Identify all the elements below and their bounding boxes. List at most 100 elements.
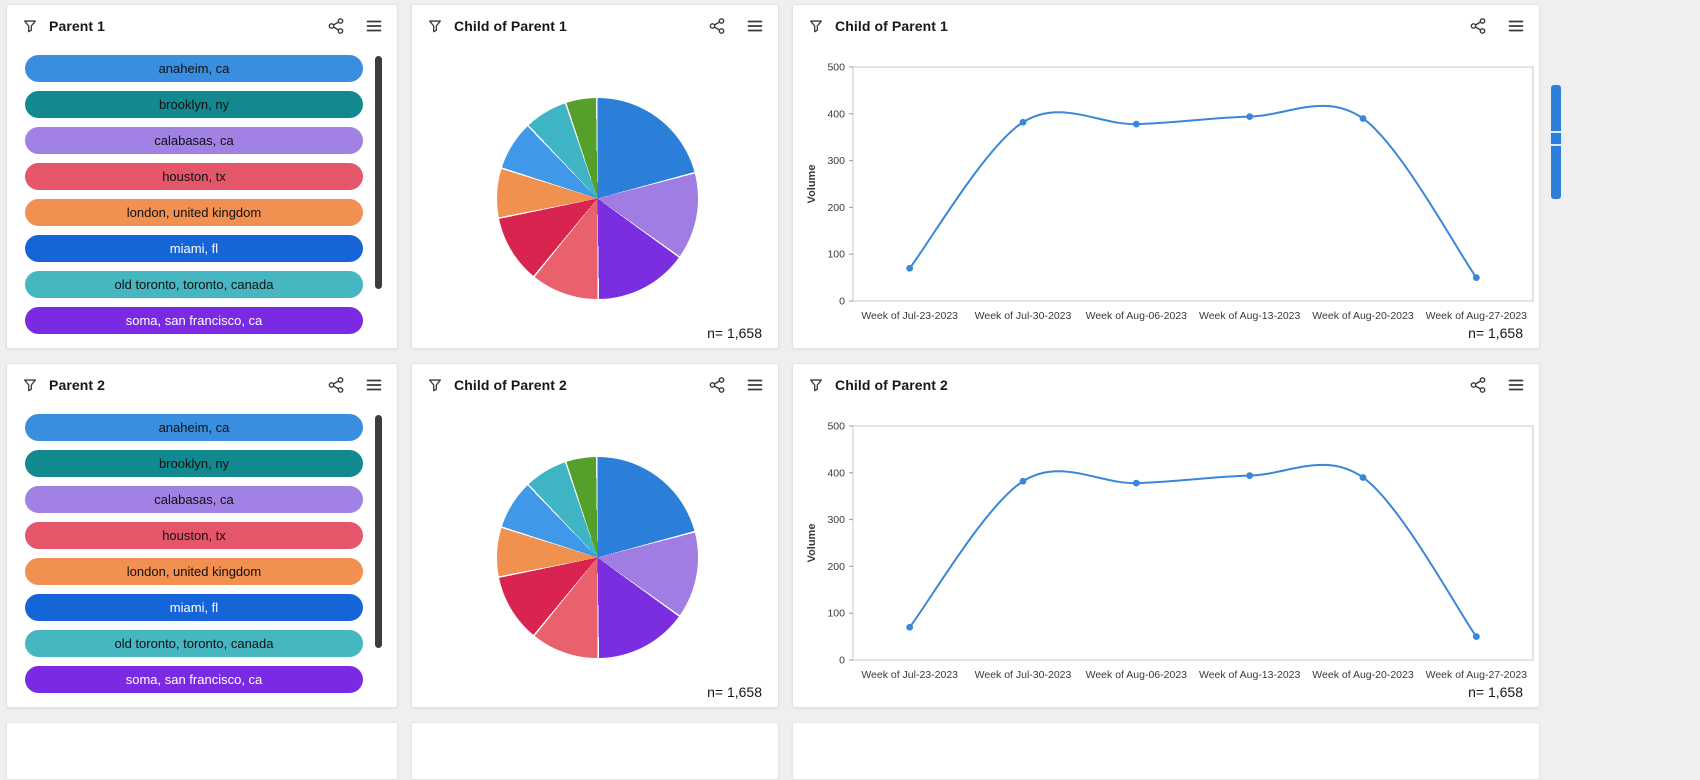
share-icon[interactable] <box>708 17 726 35</box>
svg-text:Week of Jul-23-2023: Week of Jul-23-2023 <box>861 669 958 681</box>
data-point[interactable] <box>906 623 914 631</box>
svg-text:Week of Aug-06-2023: Week of Aug-06-2023 <box>1086 669 1188 681</box>
svg-text:Week of Jul-23-2023: Week of Jul-23-2023 <box>861 310 958 322</box>
sample-size-label: n= 1,658 <box>707 684 762 700</box>
svg-text:400: 400 <box>827 467 845 479</box>
filter-pill-soma-san-francisco-ca[interactable]: soma, san francisco, ca <box>25 666 363 693</box>
svg-text:500: 500 <box>827 421 845 433</box>
data-point[interactable] <box>1359 115 1367 122</box>
filter-icon <box>426 376 444 394</box>
list-scrollbar[interactable] <box>375 415 382 648</box>
filter-pill-miami-fl[interactable]: miami, fl <box>25 594 363 621</box>
filter-pill-miami-fl[interactable]: miami, fl <box>25 235 363 262</box>
filter-pill-brooklyn-ny[interactable]: brooklyn, ny <box>25 91 363 118</box>
svg-text:200: 200 <box>827 202 845 214</box>
data-point[interactable] <box>1019 477 1027 485</box>
filter-icon <box>21 376 39 394</box>
line-chart[interactable]: 0 100 200 300 400 500 Week of Jul-23-2023 Week … <box>797 410 1539 707</box>
svg-text:300: 300 <box>827 155 845 167</box>
line-series <box>908 104 1478 279</box>
filter-pill-soma-san-francisco-ca[interactable]: soma, san francisco, ca <box>25 307 363 334</box>
share-icon[interactable] <box>1469 376 1487 394</box>
svg-text:Week of Aug-27-2023: Week of Aug-27-2023 <box>1426 669 1528 681</box>
panel-parent-1: Parent 1 anaheim, ca brooklyn, ny calabasa… <box>6 4 398 349</box>
share-icon[interactable] <box>1469 17 1487 35</box>
panel-header: Child of Parent 2 <box>793 364 1539 406</box>
filter-pill-old-toronto-toronto-canada[interactable]: old toronto, toronto, canada <box>25 271 363 298</box>
data-point[interactable] <box>1246 113 1254 121</box>
pie-chart[interactable] <box>497 457 698 658</box>
panel-title: Child of Parent 2 <box>835 377 948 393</box>
filter-icon <box>807 376 825 394</box>
filter-pill-london-united-kingdom[interactable]: london, united kingdom <box>25 199 363 226</box>
menu-icon[interactable] <box>365 376 383 394</box>
data-point[interactable] <box>1132 120 1140 128</box>
dashboard-grid: Parent 1 anaheim, ca brooklyn, ny calabasa… <box>6 4 1540 780</box>
filter-pill-list: anaheim, ca brooklyn, ny calabasas, ca hous… <box>25 55 363 340</box>
svg-text:Volume: Volume <box>806 524 818 563</box>
svg-text:Week of Aug-27-2023: Week of Aug-27-2023 <box>1426 310 1528 322</box>
svg-text:500: 500 <box>827 62 845 74</box>
panel-pie-child-2: Child of Parent 2 n= 1,658 <box>411 363 779 708</box>
svg-text:0: 0 <box>839 655 845 667</box>
panel-title: Parent 1 <box>49 18 106 34</box>
svg-text:Week of Jul-30-2023: Week of Jul-30-2023 <box>975 669 1072 681</box>
svg-text:Week of Jul-30-2023: Week of Jul-30-2023 <box>975 310 1072 322</box>
panel-header: Parent 2 <box>7 364 397 406</box>
scrollbar-handle-icon[interactable] <box>1549 131 1563 146</box>
filter-icon <box>807 17 825 35</box>
filter-pill-houston-tx[interactable]: houston, tx <box>25 522 363 549</box>
data-point[interactable] <box>1472 633 1480 640</box>
menu-icon[interactable] <box>1507 17 1525 35</box>
svg-text:Week of Aug-13-2023: Week of Aug-13-2023 <box>1199 669 1301 681</box>
svg-text:Week of Aug-20-2023: Week of Aug-20-2023 <box>1312 669 1414 681</box>
filter-pill-old-toronto-toronto-canada[interactable]: old toronto, toronto, canada <box>25 630 363 657</box>
panel-line-child-1: Child of Parent 1 0 100 200 300 400 500 Week o… <box>792 4 1540 349</box>
svg-text:100: 100 <box>827 608 845 620</box>
list-scrollbar[interactable] <box>375 56 382 289</box>
filter-pill-calabasas-ca[interactable]: calabasas, ca <box>25 127 363 154</box>
svg-text:Week of Aug-13-2023: Week of Aug-13-2023 <box>1199 310 1301 322</box>
filter-pill-anaheim-ca[interactable]: anaheim, ca <box>25 55 363 82</box>
filter-pill-calabasas-ca[interactable]: calabasas, ca <box>25 486 363 513</box>
share-icon[interactable] <box>708 376 726 394</box>
data-point[interactable] <box>1359 474 1367 481</box>
filter-pill-brooklyn-ny[interactable]: brooklyn, ny <box>25 450 363 477</box>
svg-text:300: 300 <box>827 514 845 526</box>
partial-panel <box>6 722 398 780</box>
panel-header: Child of Parent 2 <box>412 364 778 406</box>
line-chart[interactable]: 0 100 200 300 400 500 Week of Jul-23-2023 Week … <box>797 51 1539 348</box>
data-point[interactable] <box>1132 479 1140 487</box>
svg-text:0: 0 <box>839 296 845 308</box>
filter-icon <box>426 17 444 35</box>
share-icon[interactable] <box>327 376 345 394</box>
panel-header: Child of Parent 1 <box>793 5 1539 47</box>
svg-text:400: 400 <box>827 108 845 120</box>
panel-line-child-2: Child of Parent 2 0 100 200 300 400 500 Week o… <box>792 363 1540 708</box>
panel-title: Child of Parent 1 <box>454 18 567 34</box>
filter-pill-list: anaheim, ca brooklyn, ny calabasas, ca hous… <box>25 414 363 699</box>
filter-pill-anaheim-ca[interactable]: anaheim, ca <box>25 414 363 441</box>
data-point[interactable] <box>906 264 914 272</box>
filter-pill-london-united-kingdom[interactable]: london, united kingdom <box>25 558 363 585</box>
panel-title: Child of Parent 1 <box>835 18 948 34</box>
share-icon[interactable] <box>327 17 345 35</box>
svg-text:Week of Aug-20-2023: Week of Aug-20-2023 <box>1312 310 1414 322</box>
panel-title: Parent 2 <box>49 377 106 393</box>
menu-icon[interactable] <box>365 17 383 35</box>
data-point[interactable] <box>1019 118 1027 126</box>
svg-text:200: 200 <box>827 561 845 573</box>
menu-icon[interactable] <box>746 17 764 35</box>
panel-header: Parent 1 <box>7 5 397 47</box>
filter-pill-houston-tx[interactable]: houston, tx <box>25 163 363 190</box>
svg-text:100: 100 <box>827 249 845 261</box>
data-point[interactable] <box>1472 274 1480 281</box>
filter-icon <box>21 17 39 35</box>
menu-icon[interactable] <box>1507 376 1525 394</box>
panel-parent-2: Parent 2 anaheim, ca brooklyn, ny calabasa… <box>6 363 398 708</box>
data-point[interactable] <box>1246 472 1254 480</box>
partial-panel <box>411 722 779 780</box>
pie-chart[interactable] <box>497 98 698 299</box>
menu-icon[interactable] <box>746 376 764 394</box>
partial-panel <box>792 722 1540 780</box>
